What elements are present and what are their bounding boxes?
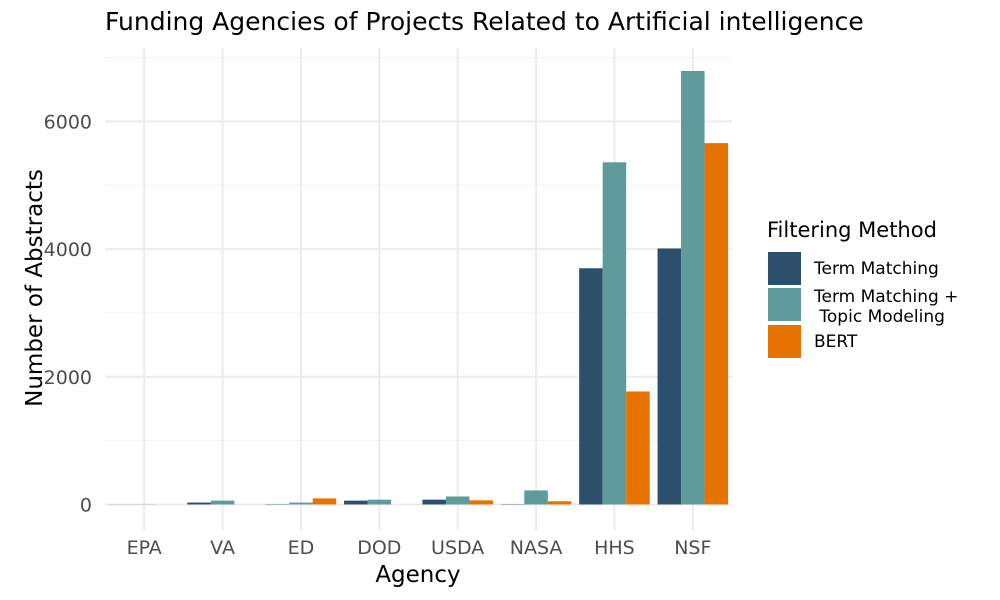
- x-tick-label: NSF: [674, 537, 711, 559]
- y-axis-ticks: 0 2000 4000 6000: [44, 111, 92, 516]
- bar-usda-series-1: [422, 499, 446, 505]
- bar-nasa-series-2: [524, 490, 548, 505]
- x-tick-label: HHS: [594, 537, 635, 559]
- x-axis-ticks: EPA VA ED DOD USDA NASA HHS NSF: [127, 537, 712, 559]
- y-tick-label: 2000: [44, 367, 92, 389]
- legend-key: [768, 288, 801, 321]
- y-tick-label: 0: [80, 494, 92, 516]
- chart-title: Funding Agencies of Projects Related to …: [105, 7, 864, 36]
- bar-hhs-series-1: [579, 268, 603, 505]
- bar-nsf-series-1: [657, 248, 682, 505]
- bar-ed-series-3: [312, 498, 337, 505]
- x-tick-label: VA: [210, 537, 235, 559]
- bar-nsf-series-2: [681, 70, 705, 505]
- legend-key: [768, 252, 801, 285]
- x-tick-label: USDA: [431, 537, 484, 559]
- bar-ed-series-2: [289, 502, 313, 505]
- x-tick-label: EPA: [127, 537, 162, 559]
- bar-nasa-series-3: [547, 501, 572, 505]
- y-tick-label: 6000: [44, 111, 92, 133]
- legend-label: BERT: [814, 332, 858, 352]
- x-tick-label: ED: [288, 537, 315, 559]
- bar-va-series-2: [210, 500, 235, 505]
- bar-dod-series-2: [367, 499, 392, 505]
- legend-label: Term Matching: [813, 259, 939, 279]
- legend-items: Term Matching Term Matching + Topic Model…: [768, 252, 958, 358]
- legend-key: [768, 325, 801, 358]
- bar-hhs-series-2: [602, 162, 627, 505]
- x-tick-label: DOD: [357, 537, 401, 559]
- y-tick-label: 4000: [44, 239, 92, 261]
- x-axis-title: Agency: [375, 562, 460, 588]
- y-axis-title: Number of Abstracts: [22, 169, 48, 407]
- legend-title: Filtering Method: [767, 218, 937, 242]
- legend-label: Term Matching + Topic Modeling: [813, 287, 958, 327]
- bar-dod-series-1: [344, 500, 368, 505]
- bar-va-series-1: [187, 502, 211, 505]
- bars: [108, 70, 729, 505]
- bar-hhs-series-3: [626, 391, 650, 505]
- grid: [105, 48, 732, 530]
- bar-usda-series-3: [469, 500, 493, 505]
- bar-usda-series-2: [445, 496, 470, 505]
- x-tick-label: NASA: [510, 537, 563, 559]
- bar-nsf-series-3: [704, 143, 729, 505]
